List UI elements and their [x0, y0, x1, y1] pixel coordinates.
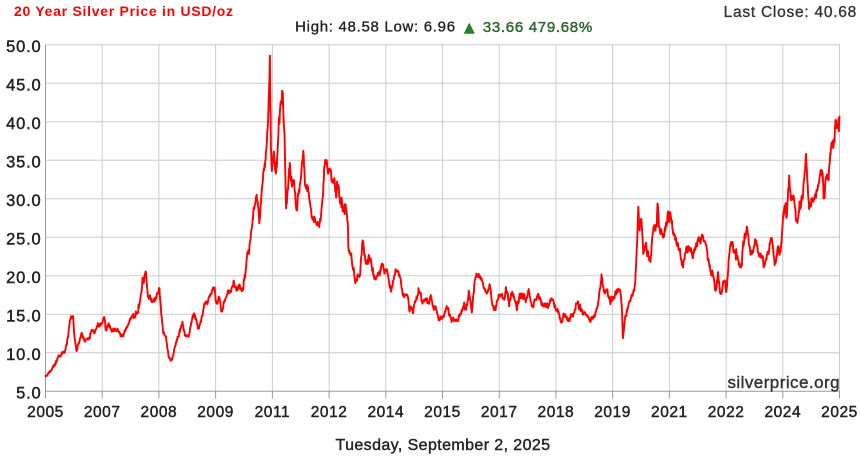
svg-text:20.0: 20.0 — [6, 269, 41, 287]
svg-text:2005: 2005 — [27, 404, 64, 421]
svg-text:40.0: 40.0 — [6, 115, 41, 133]
svg-text:45.0: 45.0 — [6, 76, 41, 94]
svg-text:2007: 2007 — [84, 404, 121, 421]
svg-text:2011: 2011 — [255, 404, 291, 421]
svg-text:25.0: 25.0 — [6, 230, 41, 248]
svg-text:5.0: 5.0 — [16, 384, 41, 402]
svg-text:2022: 2022 — [708, 404, 745, 421]
svg-text:2009: 2009 — [197, 404, 234, 421]
svg-text:2015: 2015 — [424, 404, 461, 421]
svg-text:2024: 2024 — [764, 404, 801, 421]
svg-text:15.0: 15.0 — [6, 307, 41, 325]
svg-text:2018: 2018 — [538, 404, 575, 421]
svg-text:50.0: 50.0 — [6, 38, 41, 56]
svg-text:2012: 2012 — [311, 404, 348, 421]
svg-text:2017: 2017 — [481, 404, 518, 421]
svg-text:35.0: 35.0 — [6, 153, 41, 171]
svg-text:2021: 2021 — [651, 404, 688, 421]
svg-text:2025: 2025 — [821, 404, 858, 421]
svg-text:2014: 2014 — [367, 404, 404, 421]
svg-text:2008: 2008 — [141, 404, 178, 421]
svg-text:2019: 2019 — [594, 404, 631, 421]
svg-text:30.0: 30.0 — [6, 192, 41, 210]
svg-text:10.0: 10.0 — [6, 346, 41, 364]
